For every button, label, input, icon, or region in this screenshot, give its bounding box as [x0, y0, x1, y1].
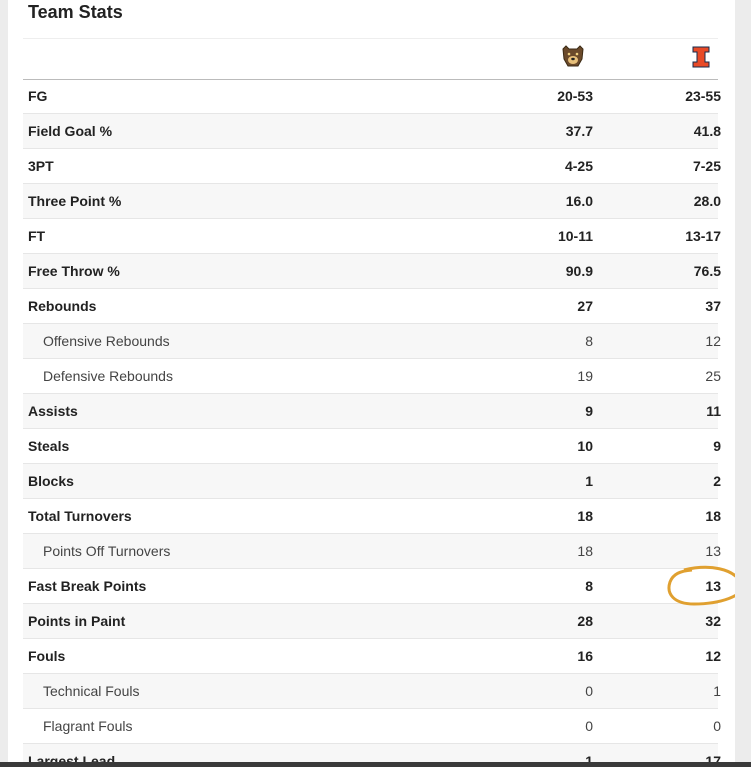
home-value: 13: [705, 543, 721, 559]
away-value: 19: [577, 368, 593, 384]
away-value: 90.9: [565, 263, 593, 279]
home-value: 41.8: [693, 123, 721, 139]
stat-row: 3PT 4-25 7-25: [23, 149, 721, 184]
home-value: 37: [705, 298, 721, 314]
stat-row: Free Throw % 90.9 76.5: [23, 254, 721, 289]
title: Team Stats: [28, 2, 123, 22]
stat-row: Fast Break Points 8 13: [23, 569, 721, 604]
stat-label: Field Goal %: [28, 123, 113, 139]
stat-row: FG 20-53 23-55: [23, 79, 721, 114]
home-value: 1: [713, 683, 721, 699]
away-value: 1: [585, 753, 593, 762]
away-value: 4-25: [564, 158, 593, 174]
away-value: 8: [585, 333, 593, 349]
stat-label: Offensive Rebounds: [43, 333, 170, 349]
team-logos: [562, 45, 710, 68]
stat-label: Defensive Rebounds: [43, 368, 173, 384]
stat-label: Largest Lead: [28, 753, 116, 762]
away-value: 0: [585, 718, 593, 734]
stat-row: Blocks 1 2: [23, 464, 721, 499]
away-value: 16.0: [565, 193, 593, 209]
home-value: 12: [705, 333, 721, 349]
away-value: 10: [577, 438, 593, 454]
away-value: 18: [577, 508, 593, 524]
home-value: 32: [705, 613, 721, 629]
home-value: 76.5: [693, 263, 721, 279]
stat-label: Three Point %: [28, 193, 122, 209]
away-value: 9: [585, 403, 593, 419]
stat-row: Largest Lead 1 17: [23, 744, 721, 762]
stat-label: FG: [28, 88, 48, 104]
away-value: 28: [577, 613, 593, 629]
stat-row: Points in Paint 28 32: [23, 604, 721, 639]
stat-row: Three Point % 16.0 28.0: [23, 184, 721, 219]
stat-label: Steals: [28, 438, 70, 454]
sub-stat-row: Technical Fouls 0 1: [23, 674, 721, 709]
stat-row: Fouls 16 12: [23, 639, 721, 674]
stat-label: Fast Break Points: [28, 578, 147, 594]
home-value: 25: [705, 368, 721, 384]
stat-label: Technical Fouls: [43, 683, 140, 699]
sub-stat-row: Flagrant Fouls 0 0: [23, 709, 721, 744]
away-value: 20-53: [557, 88, 593, 104]
home-value: 9: [713, 438, 721, 454]
away-value: 1: [585, 473, 593, 489]
stat-label: 3PT: [28, 158, 54, 174]
stat-row: Field Goal % 37.7 41.8: [23, 114, 721, 149]
stat-row: Rebounds 27 37: [23, 289, 721, 324]
away-value: 16: [577, 648, 593, 664]
home-value: 13-17: [685, 228, 721, 244]
sub-stat-row: Offensive Rebounds 8 12: [23, 324, 721, 359]
stat-label: Rebounds: [28, 298, 97, 314]
stat-row: FT 10-11 13-17: [23, 219, 721, 254]
stat-label: Flagrant Fouls: [43, 718, 133, 734]
home-value: 0: [713, 718, 721, 734]
away-value: 37.7: [565, 123, 593, 139]
away-value: 8: [585, 578, 593, 594]
stat-label: Points in Paint: [28, 613, 126, 629]
home-value: 11: [706, 403, 721, 419]
home-value: 13: [705, 578, 721, 594]
home-value: 23-55: [685, 88, 721, 104]
stat-row: Assists 9 11: [23, 394, 721, 429]
stat-label: Assists: [28, 403, 78, 419]
home-value: 17: [705, 753, 721, 762]
home-value: 12: [705, 648, 721, 664]
away-value: 10-11: [557, 228, 593, 244]
stat-row: Steals 10 9: [23, 429, 721, 464]
stat-label: Free Throw %: [28, 263, 120, 279]
illinois-logo: [692, 46, 710, 68]
stats-table: FG 20-53 23-55 Field Goal % 37.7 41.8 3PT 4-25 7…: [23, 79, 721, 762]
sub-stat-row: Defensive Rebounds 19 25: [23, 359, 721, 394]
home-value: 18: [705, 508, 721, 524]
table-header: [23, 38, 718, 80]
away-value: 0: [585, 683, 593, 699]
highlight-annotation: [667, 565, 735, 606]
scrollbar: [0, 762, 751, 767]
away-value: 18: [577, 543, 593, 559]
stat-label: Points Off Turnovers: [43, 543, 171, 559]
home-value: 7-25: [692, 158, 721, 174]
home-value: 2: [713, 473, 721, 489]
stats-card: Team Stats FG 20-53 23-55 Field Goal % 37.7 4…: [8, 0, 735, 762]
stat-label: Blocks: [28, 473, 74, 489]
bear-logo: [562, 45, 584, 67]
home-value: 28.0: [693, 193, 721, 209]
stat-label: FT: [28, 228, 46, 244]
stat-label: Total Turnovers: [28, 508, 132, 524]
away-value: 27: [577, 298, 593, 314]
stat-row: Total Turnovers 18 18: [23, 499, 721, 534]
sub-stat-row: Points Off Turnovers 18 13: [23, 534, 721, 569]
stat-label: Fouls: [28, 648, 66, 664]
